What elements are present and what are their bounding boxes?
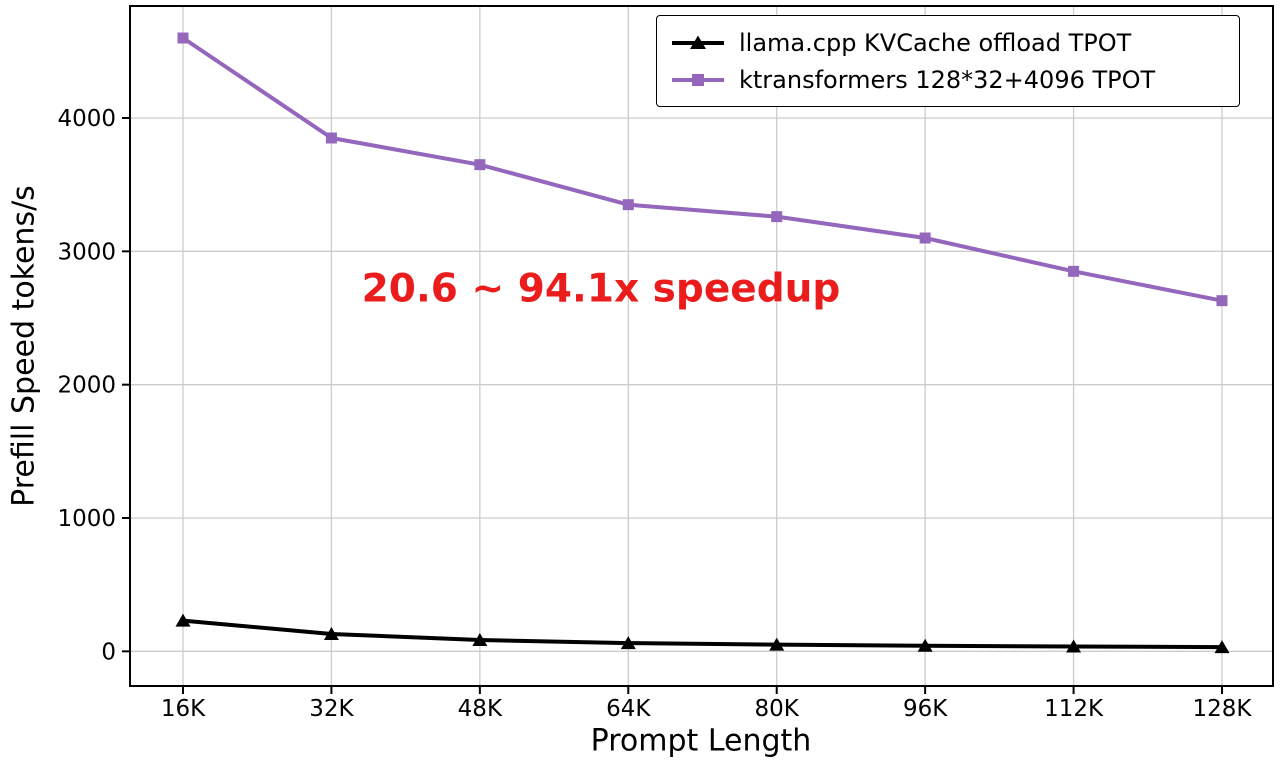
- legend-label: llama.cpp KVCache offload TPOT: [739, 28, 1132, 57]
- y-tick-label: 1000: [57, 506, 116, 532]
- axes-spine: [129, 5, 1274, 687]
- series-marker-triangle: [1066, 639, 1082, 653]
- x-tick-label: 32K: [309, 696, 354, 722]
- x-tick-label: 96K: [903, 696, 948, 722]
- x-tick-label: 48K: [458, 696, 503, 722]
- legend: llama.cpp KVCache offload TPOT ktransfor…: [656, 15, 1240, 107]
- y-tick-label: 3000: [57, 239, 116, 265]
- series-marker-triangle: [472, 633, 488, 646]
- series-marker-triangle: [917, 638, 933, 652]
- series-marker-square: [771, 211, 783, 223]
- x-tick-label: 64K: [606, 696, 651, 722]
- series-marker-square: [474, 159, 486, 171]
- legend-item-ktransformers: ktransformers 128*32+4096 TPOT: [669, 61, 1227, 98]
- x-tick-label: 112K: [1044, 696, 1104, 722]
- x-tick-label: 128K: [1193, 696, 1253, 722]
- legend-label: ktransformers 128*32+4096 TPOT: [739, 65, 1156, 94]
- series-marker-triangle: [620, 636, 636, 650]
- x-tick-label: 16K: [161, 696, 206, 722]
- series-marker-square: [919, 232, 931, 244]
- triangle-marker-icon: [672, 35, 724, 49]
- series-marker-triangle: [1214, 640, 1230, 654]
- x-tick-label: 80K: [755, 696, 800, 722]
- series-marker-square: [177, 32, 189, 44]
- y-axis-label: Prefill Speed tokens/s: [6, 185, 42, 507]
- y-tick-label: 4000: [57, 106, 116, 132]
- speedup-annotation: 20.6 ~ 94.1x speedup: [361, 266, 841, 312]
- series-line-0: [181, 618, 1224, 650]
- series-line-1: [181, 36, 1224, 303]
- legend-item-llama-cpp: llama.cpp KVCache offload TPOT: [669, 24, 1227, 61]
- y-tick-label: 0: [101, 639, 116, 665]
- x-axis-label: Prompt Length: [590, 723, 812, 759]
- series-marker-square: [622, 199, 634, 211]
- y-tick-label: 2000: [57, 373, 116, 399]
- series-marker-square: [325, 132, 337, 144]
- series-marker-triangle: [769, 637, 785, 651]
- square-marker-icon: [672, 73, 724, 86]
- series-marker-square: [1216, 295, 1228, 307]
- series-marker-triangle: [175, 613, 191, 627]
- series-marker-triangle: [323, 627, 339, 640]
- series-marker-square: [1068, 265, 1080, 277]
